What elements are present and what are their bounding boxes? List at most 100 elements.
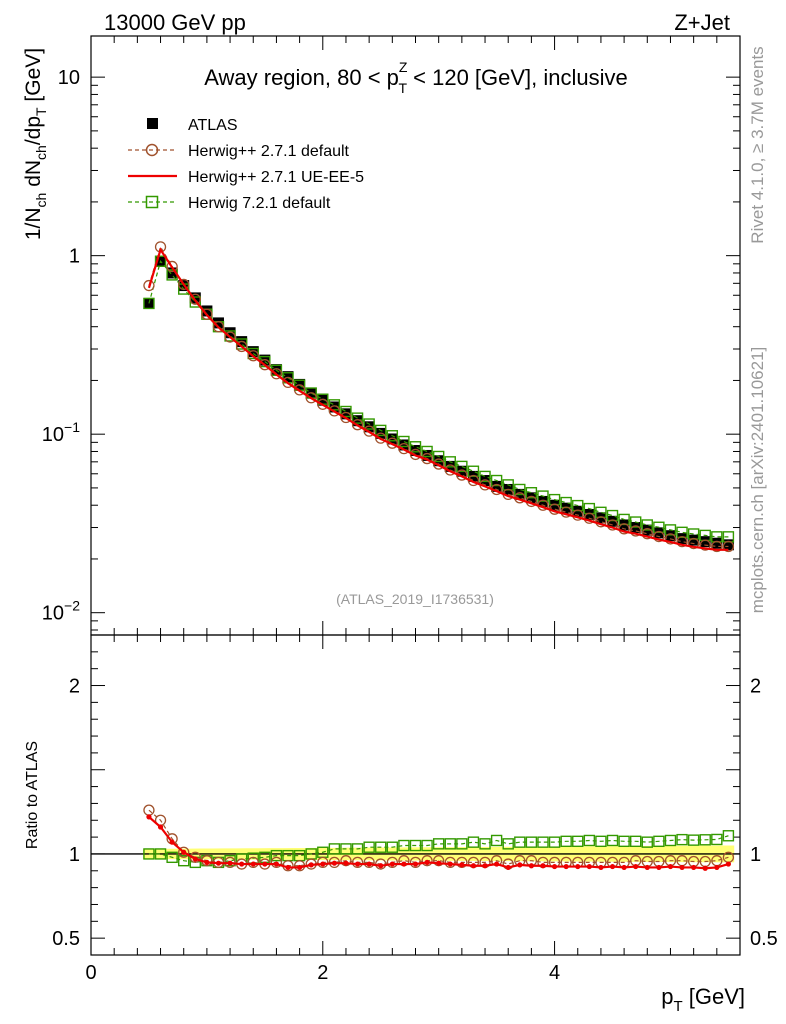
analysis-watermark: (ATLAS_2019_I1736531) xyxy=(336,591,494,607)
main-ytick-label: 10 xyxy=(58,67,80,89)
herwig7-data-point xyxy=(629,516,642,528)
atlas-data-point xyxy=(224,327,236,339)
ratio-herwig-ueee5-point xyxy=(551,863,558,870)
herwig7-data-point xyxy=(154,255,167,267)
ratio-herwig-ueee5-point xyxy=(447,861,453,867)
herwig-default-data-point xyxy=(711,540,723,553)
atlas-data-point xyxy=(479,475,491,487)
herwig7-data-point xyxy=(664,524,677,536)
ratio-herwig-ueee5-point xyxy=(436,860,442,866)
herwig7-data-point xyxy=(467,465,480,477)
atlas-data-point xyxy=(607,515,619,527)
ratio-ytick-label-left: 1 xyxy=(69,844,80,866)
atlas-data-point xyxy=(722,539,734,551)
herwig7-data-point xyxy=(143,297,155,310)
ratio-herwig7-point xyxy=(432,838,445,850)
herwig-default-line xyxy=(148,245,729,548)
legend-label-herwig-ueee5: Herwig++ 2.7.1 UE-EE-5 xyxy=(188,169,364,186)
ratio-herwig-ueee5-point xyxy=(667,863,674,870)
ratio-herwig-ueee5-point xyxy=(297,864,303,871)
ratio-herwig7-point xyxy=(699,834,711,846)
ratio-herwig-default-point xyxy=(363,856,375,869)
ratio-herwig7-point xyxy=(351,843,364,855)
herwig7-data-point xyxy=(375,424,387,437)
herwig-default-data-point xyxy=(293,384,306,396)
herwig-default-data-point xyxy=(305,392,317,404)
ratio-herwig-ueee5-point xyxy=(285,864,291,871)
ratio-herwig7-point xyxy=(525,836,538,848)
herwig-default-data-point xyxy=(340,411,352,424)
legend-label-atlas: ATLAS xyxy=(188,117,238,134)
herwig7-data-point xyxy=(525,487,538,499)
ratio-herwig-default-point xyxy=(178,846,190,858)
herwig7-data-point xyxy=(444,456,456,468)
herwig-default-data-point xyxy=(641,528,653,540)
herwig-default-data-point xyxy=(676,536,688,548)
ratio-herwig-ueee5-point xyxy=(204,859,210,865)
ratio-herwig-ueee5-point xyxy=(621,864,627,871)
ratio-herwig-ueee5-point xyxy=(401,861,407,867)
ratio-herwig-ueee5-point xyxy=(575,863,581,870)
atlas-data-point xyxy=(433,455,445,467)
ratio-herwig-default-point xyxy=(317,856,329,869)
herwig7-data-point xyxy=(490,474,503,487)
ratio-herwig-ueee5-point xyxy=(725,861,732,867)
ratio-herwig-ueee5-point xyxy=(586,863,592,870)
ratio-herwig7-point xyxy=(166,851,178,864)
herwig-default-data-point xyxy=(363,425,375,437)
ratio-herwig-default-point xyxy=(421,855,433,867)
main-ylabel: 1/Nch dNch/dpT [GeV] xyxy=(22,48,49,240)
atlas-data-point xyxy=(421,449,433,461)
ratio-herwig-ueee5-point xyxy=(192,856,198,862)
ratio-herwig7-point xyxy=(444,838,456,850)
ratio-herwig-ueee5-point xyxy=(505,864,511,871)
ratio-xtick-label: 2 xyxy=(317,962,328,984)
ratio-herwig-ueee5-point xyxy=(714,864,720,871)
ratio-herwig-ueee5-point xyxy=(389,861,395,867)
ratio-herwig-default-point xyxy=(270,856,283,869)
ratio-herwig-default-point xyxy=(386,856,398,869)
main-title-sup: Z xyxy=(399,59,408,75)
herwig-default-data-point xyxy=(224,331,236,343)
ratio-herwig7-point xyxy=(664,834,677,847)
x-axis-label-sub: T xyxy=(673,998,682,1015)
herwig-default-data-point xyxy=(444,464,456,476)
ratio-herwig7-point xyxy=(606,834,619,847)
atlas-data-point xyxy=(201,305,213,317)
ratio-herwig-ueee5-point xyxy=(239,861,245,867)
x-axis-label: pT [GeV] xyxy=(661,984,745,1015)
ratio-herwig-ueee5-point xyxy=(354,861,361,867)
atlas-data-point xyxy=(340,408,352,420)
atlas-data-point xyxy=(282,371,294,383)
ratio-herwig7-point xyxy=(722,830,735,842)
ratio-herwig7-point xyxy=(711,833,723,846)
ratio-axis-ticks: 0.5 0.5 1 1 2 2 0 2 4 xyxy=(52,634,778,984)
ratio-herwig7-point xyxy=(456,838,468,850)
herwig7-data-point xyxy=(328,399,341,411)
ratio-herwig-ueee5-point xyxy=(424,859,430,865)
ratio-herwig7-point xyxy=(143,848,155,860)
ratio-herwig-ueee5-point xyxy=(215,860,222,866)
atlas-data-point xyxy=(386,433,398,445)
ratio-herwig-ueee5-point xyxy=(609,863,616,870)
ratio-herwig7-point xyxy=(687,834,700,846)
ratio-ylabel: Ratio to ATLAS xyxy=(24,741,41,849)
ratio-herwig-ueee5-point xyxy=(679,864,685,871)
atlas-data-point xyxy=(212,317,224,329)
ratio-herwig-ueee5-point xyxy=(343,860,349,866)
ratio-herwig7-point xyxy=(653,835,665,848)
ratio-herwig-default-point xyxy=(247,856,259,869)
herwig-default-data-point xyxy=(282,376,294,389)
herwig-default-data-point xyxy=(236,340,248,353)
ratio-herwig-ueee5-point xyxy=(494,861,500,867)
atlas-data-point xyxy=(398,439,410,451)
herwig7-data-point xyxy=(409,441,422,453)
ratio-herwig7-point xyxy=(479,838,491,850)
ratio-herwig-ueee5-point xyxy=(598,864,604,871)
atlas-data-point xyxy=(363,421,375,433)
herwig7-data-point xyxy=(537,490,549,502)
herwig-default-data-point xyxy=(653,530,665,543)
header-left: 13000 GeV pp xyxy=(104,10,246,35)
